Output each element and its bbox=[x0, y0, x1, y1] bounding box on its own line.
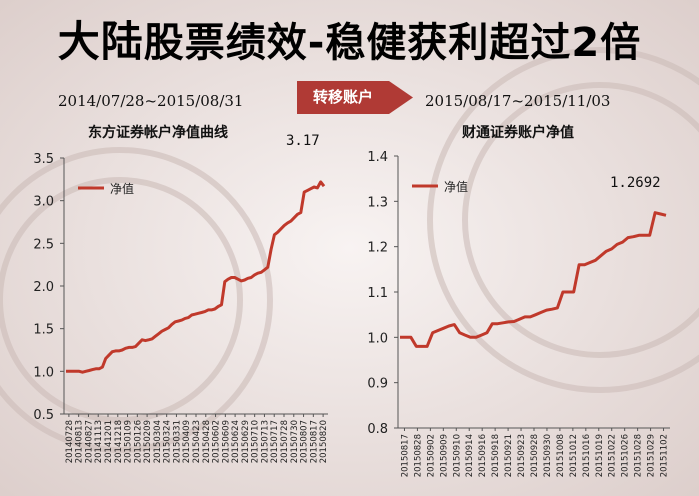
right-chart-x-tick-label: 20150916 bbox=[478, 434, 488, 477]
left-chart-x-tick-label: 20150807 bbox=[300, 420, 310, 463]
left-chart-y-tick-label: 2.5 bbox=[33, 237, 54, 252]
right-period-label: 2015/08/17~2015/11/03 bbox=[425, 92, 611, 110]
right-chart-x-tick-label: 20150828 bbox=[413, 434, 423, 477]
page-title-lead: 大陆 bbox=[57, 17, 144, 66]
left-chart-series-line bbox=[66, 180, 326, 374]
right-chart-x-tick-label: 20151022 bbox=[608, 434, 618, 477]
left-chart-x-tick-label: 20150629 bbox=[241, 420, 251, 463]
left-period-label: 2014/07/28~2015/08/31 bbox=[58, 92, 244, 110]
right-chart-x-tick-label: 20150909 bbox=[439, 434, 449, 477]
left-chart-x-tick-label: 20150324 bbox=[163, 420, 173, 463]
right-chart-x-tick-label: 20150817 bbox=[400, 434, 410, 477]
right-chart-y-tick-label: 0.9 bbox=[367, 377, 388, 392]
left-chart-x-tick-label: 20150817 bbox=[309, 420, 319, 463]
left-chart-x-tick-label: 20140813 bbox=[75, 420, 85, 463]
left-chart-y-tick-label: 2.0 bbox=[33, 280, 54, 295]
right-chart-x-tick-label: 20150923 bbox=[517, 434, 527, 477]
right-chart-y-tick-label: 1.4 bbox=[367, 150, 388, 165]
right-chart-x-tick-label: 20151102 bbox=[660, 434, 670, 477]
right-chart-x-tick-label: 20151012 bbox=[569, 434, 579, 477]
left-chart-x-tick-label: 20141201 bbox=[104, 420, 114, 463]
transfer-arrow-icon bbox=[297, 81, 413, 114]
left-chart-legend-label: 净值 bbox=[110, 181, 134, 196]
page-title: 大陆股票绩效-稳健获利超过2倍 bbox=[0, 8, 699, 69]
left-chart-x-tick-label: 20150717 bbox=[270, 420, 280, 463]
right-chart-x-tick-label: 20150910 bbox=[452, 434, 462, 477]
right-chart-series-line bbox=[400, 211, 667, 348]
left-chart-x-tick-label: 20140827 bbox=[84, 420, 94, 463]
left-chart-title: 东方证券帐户净值曲线 bbox=[88, 125, 228, 141]
left-chart-x-tick-label: 20141218 bbox=[114, 420, 124, 463]
left-chart-x-tick-label: 20150304 bbox=[153, 420, 163, 463]
right-chart-x-tick-label: 20151026 bbox=[621, 434, 631, 477]
right-chart-y-tick-label: 0.8 bbox=[367, 422, 388, 437]
left-chart-x-tick-label: 20150209 bbox=[143, 420, 153, 463]
left-chart-x-tick-label: 20150609 bbox=[221, 420, 231, 463]
right-chart-y-tick-label: 1.0 bbox=[367, 331, 388, 346]
left-final-value: 3.17 bbox=[286, 133, 320, 149]
right-chart-x-tick-label: 20151028 bbox=[634, 434, 644, 477]
left-chart-x-tick-label: 20140728 bbox=[65, 420, 75, 463]
right-chart-x-tick-label: 20151016 bbox=[582, 434, 592, 477]
right-chart-x-tick-label: 20151019 bbox=[595, 434, 605, 477]
left-chart-x-tick-label: 20150126 bbox=[133, 420, 143, 463]
left-chart-y-tick-label: 1.0 bbox=[33, 365, 54, 380]
left-chart-x-tick-label: 20150602 bbox=[212, 420, 222, 463]
left-chart-x-tick-label: 20150624 bbox=[231, 420, 241, 463]
right-chart-legend-label: 净值 bbox=[444, 179, 468, 194]
right-chart-x-tick-label: 20150902 bbox=[426, 434, 436, 477]
right-chart-x-tick-label: 20150930 bbox=[543, 434, 553, 477]
right-chart-x-tick-label: 20150921 bbox=[504, 434, 514, 477]
left-chart-x-tick-label: 20150713 bbox=[260, 420, 270, 463]
left-chart-x-tick-label: 20150428 bbox=[202, 420, 212, 463]
left-chart-x-tick-label: 20150730 bbox=[290, 420, 300, 463]
left-chart-x-tick-label: 20150109 bbox=[124, 420, 134, 463]
left-chart-x-tick-label: 20150820 bbox=[319, 420, 329, 463]
transfer-account-label: 转移账户 bbox=[312, 88, 373, 106]
left-chart-y-tick-label: 0.5 bbox=[33, 408, 54, 423]
left-chart-y-tick-label: 3.5 bbox=[33, 152, 54, 167]
right-chart-y-tick-label: 1.2 bbox=[367, 241, 388, 256]
right-chart-x-tick-label: 20150918 bbox=[491, 434, 501, 477]
left-chart-x-tick-label: 20150710 bbox=[251, 420, 261, 463]
right-chart-y-tick-label: 1.1 bbox=[367, 286, 388, 301]
left-chart-x-tick-label: 20150409 bbox=[182, 420, 192, 463]
left-chart-x-tick-label: 20150423 bbox=[192, 420, 202, 463]
left-chart-y-tick-label: 3.0 bbox=[33, 195, 54, 210]
page-title-rest: 股票绩效-稳健获利超过2倍 bbox=[143, 20, 642, 66]
right-chart-x-tick-label: 20150928 bbox=[530, 434, 540, 477]
right-chart-title: 财通证券账户净值 bbox=[462, 125, 574, 141]
left-chart-x-tick-label: 20150331 bbox=[172, 420, 182, 463]
right-chart-x-tick-label: 20151029 bbox=[647, 434, 657, 477]
right-chart-x-tick-label: 20151008 bbox=[556, 434, 566, 477]
right-final-value: 1.2692 bbox=[610, 175, 661, 191]
left-chart-x-tick-label: 20150728 bbox=[280, 420, 290, 463]
right-chart-x-tick-label: 20150914 bbox=[465, 434, 475, 477]
right-chart-y-tick-label: 1.3 bbox=[367, 195, 388, 210]
left-chart-x-tick-label: 20141113 bbox=[94, 420, 104, 463]
left-chart-y-tick-label: 1.5 bbox=[33, 323, 54, 338]
